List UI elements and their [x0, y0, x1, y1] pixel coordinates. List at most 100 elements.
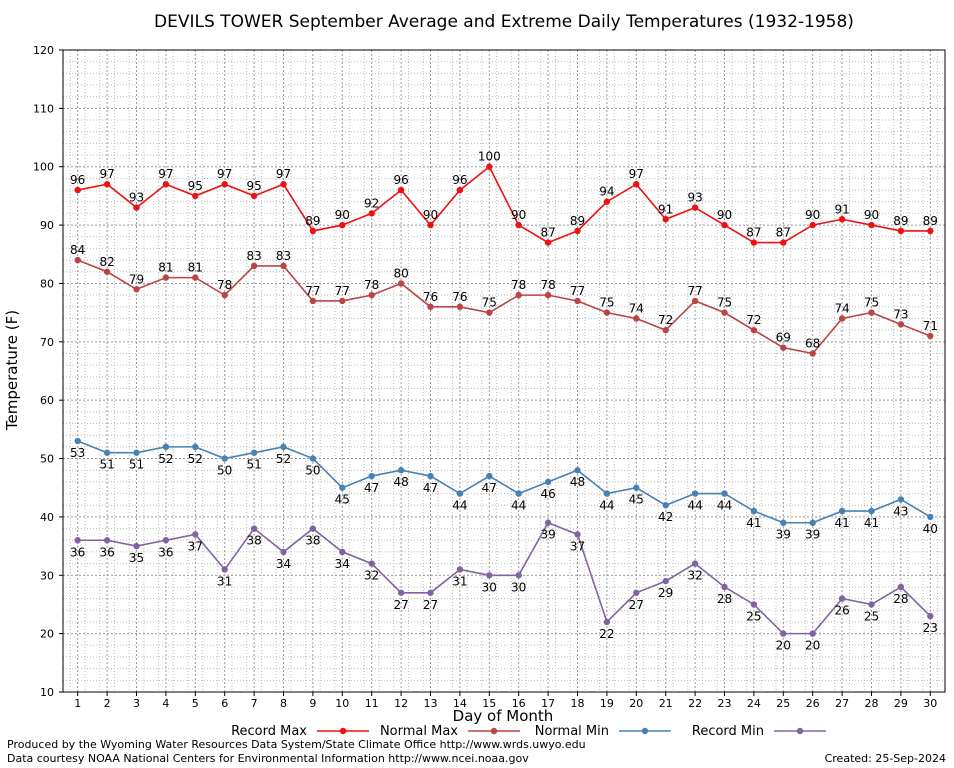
data-label-record-min: 32 [364, 569, 379, 583]
x-tick-label: 4 [162, 697, 169, 710]
x-tick-label: 26 [806, 697, 820, 710]
x-tick-label: 3 [133, 697, 140, 710]
data-label-record-max: 91 [834, 202, 849, 216]
series-line-record-max [77, 165, 931, 244]
footer-created: Created: 25-Sep-2024 [825, 752, 946, 765]
data-label-record-max: 92 [364, 196, 379, 210]
data-label-normal-max: 77 [305, 284, 320, 298]
data-point-record-max [103, 181, 111, 188]
data-point-normal-min [162, 443, 170, 451]
data-point-normal-min [309, 455, 317, 462]
x-tick-label: 14 [453, 697, 467, 710]
data-point-normal-max [780, 344, 787, 351]
data-point-normal-min [486, 472, 493, 480]
data-label-normal-max: 78 [511, 278, 526, 292]
x-tick-label: 18 [571, 697, 585, 710]
data-label-record-min: 32 [687, 569, 702, 583]
data-point-record-min [633, 589, 640, 596]
data-label-normal-min: 51 [129, 458, 144, 472]
data-point-normal-min [74, 437, 81, 445]
data-point-normal-min [280, 443, 287, 451]
data-point-record-max [74, 186, 81, 194]
data-point-record-max [544, 239, 552, 246]
data-point-normal-min [603, 490, 611, 497]
data-point-normal-max [721, 309, 728, 316]
series-layer: 96 97 93 97 95 97 95 97 89 90 92 96 90 96 100 90 87 89 94 9… [70, 150, 938, 653]
data-point-normal-min [691, 490, 699, 497]
data-label-record-max: 94 [599, 185, 614, 199]
legend-item-record-max: Record Max [231, 724, 369, 739]
data-point-record-min [574, 531, 581, 538]
data-label-normal-max: 77 [335, 284, 350, 298]
y-tick-label: 90 [40, 219, 54, 232]
data-point-record-min [515, 572, 522, 579]
data-point-record-min [133, 542, 140, 550]
x-tick-label: 15 [482, 697, 496, 710]
data-label-normal-max: 81 [158, 261, 173, 275]
data-label-normal-min: 42 [658, 510, 673, 524]
data-label-normal-min: 50 [305, 464, 320, 478]
x-tick-label: 23 [718, 697, 732, 710]
data-label-normal-min: 52 [276, 452, 291, 466]
data-label-normal-max: 69 [776, 331, 791, 345]
data-label-record-min: 25 [746, 609, 761, 623]
y-tick-label: 50 [40, 453, 54, 466]
data-point-normal-max [574, 297, 581, 305]
data-point-normal-max [927, 332, 934, 340]
data-point-normal-max [397, 280, 405, 287]
data-label-normal-min: 50 [217, 464, 232, 478]
data-label-record-max: 89 [893, 214, 908, 228]
data-label-normal-min: 44 [511, 499, 526, 513]
data-point-normal-min [721, 490, 728, 497]
data-point-normal-max [897, 321, 905, 328]
data-point-normal-max [515, 291, 522, 299]
data-point-record-min [603, 618, 611, 626]
data-point-normal-max [544, 291, 552, 299]
data-label-record-min: 30 [511, 580, 526, 594]
series-line-record-min [77, 521, 931, 635]
grid [63, 49, 945, 693]
x-tick-label: 8 [280, 697, 287, 710]
data-label-record-min: 38 [305, 534, 320, 548]
legend-item-normal-min: Normal Min [535, 724, 671, 739]
y-tick-label: 110 [33, 102, 54, 115]
data-label-record-max: 90 [423, 208, 438, 222]
data-point-record-min [250, 525, 258, 532]
data-point-normal-min [192, 443, 199, 451]
data-label-record-max: 87 [776, 226, 791, 240]
data-label-normal-min: 51 [99, 458, 114, 472]
x-tick-label: 11 [365, 697, 379, 710]
data-point-normal-max [250, 262, 258, 270]
data-point-normal-min [427, 472, 434, 480]
data-label-record-max: 97 [629, 167, 644, 181]
data-point-normal-min [103, 449, 111, 456]
data-label-normal-max: 74 [629, 301, 644, 315]
series-line-normal-max [77, 259, 931, 355]
x-tick-label: 9 [309, 697, 316, 710]
data-point-normal-min [897, 496, 905, 503]
data-label-record-min: 20 [776, 639, 791, 653]
data-point-record-max [780, 239, 787, 246]
series-line-normal-min [77, 440, 931, 524]
data-point-normal-max [603, 309, 611, 316]
data-point-record-min [486, 572, 493, 579]
data-label-normal-max: 72 [746, 313, 761, 327]
data-label-record-max: 89 [305, 214, 320, 228]
data-point-record-min [897, 583, 905, 591]
data-label-record-max: 96 [452, 173, 467, 187]
data-label-record-max: 96 [70, 173, 85, 187]
data-label-normal-max: 76 [423, 290, 438, 304]
x-tick-label: 2 [104, 697, 111, 710]
legend-marker-normal-max [490, 727, 498, 735]
data-label-normal-max: 71 [923, 319, 938, 333]
legend-item-normal-max: Normal Max [380, 724, 520, 739]
y-tick-label: 40 [40, 511, 54, 524]
data-point-normal-max [838, 315, 846, 322]
data-point-record-min [103, 537, 111, 544]
data-point-normal-max [691, 297, 699, 305]
data-point-record-max [456, 186, 464, 194]
data-label-record-max: 90 [805, 208, 820, 222]
data-point-record-max [603, 198, 611, 205]
data-point-record-max [221, 181, 228, 188]
data-label-normal-max: 83 [276, 249, 291, 263]
